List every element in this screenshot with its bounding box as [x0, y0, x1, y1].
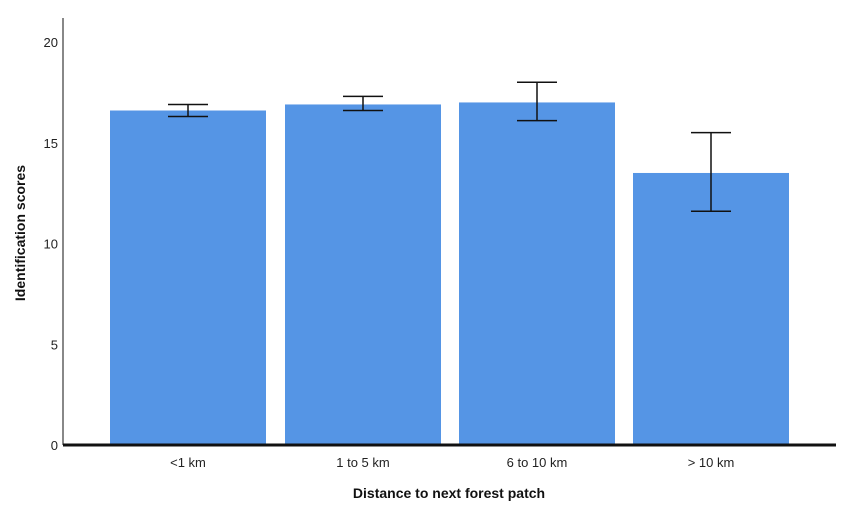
bar: [110, 110, 266, 445]
y-tick-label: 0: [51, 438, 58, 453]
error-bar: [517, 81, 557, 122]
error-bar: [691, 131, 731, 213]
y-tick-label: 20: [44, 35, 58, 50]
x-tick-labels: <1 km 1 to 5 km 6 to 10 km > 10 km: [170, 455, 734, 470]
bar: [633, 172, 789, 445]
error-bars-group: [168, 81, 731, 213]
bar: [285, 104, 441, 445]
y-tick-label: 5: [51, 337, 58, 352]
bars-group: [110, 102, 789, 445]
x-axis-title: Distance to next forest patch: [353, 485, 545, 501]
x-tick-label: 6 to 10 km: [507, 455, 568, 470]
x-tick-label: <1 km: [170, 455, 206, 470]
y-tick-label: 15: [44, 136, 58, 151]
x-tick-label: > 10 km: [688, 455, 735, 470]
x-tick-label: 1 to 5 km: [336, 455, 389, 470]
error-bar: [168, 103, 208, 118]
y-tick-labels: 0 5 10 15 20: [44, 35, 58, 453]
axes-group: [62, 18, 836, 447]
y-axis-title: Identification scores: [12, 165, 28, 301]
error-bar: [343, 95, 383, 112]
bar: [459, 102, 615, 445]
y-tick-label: 10: [44, 237, 58, 252]
